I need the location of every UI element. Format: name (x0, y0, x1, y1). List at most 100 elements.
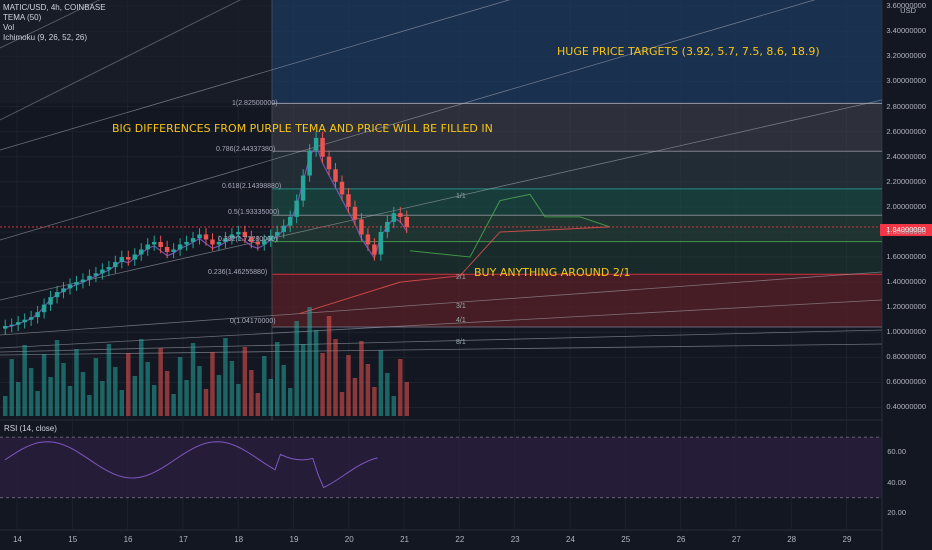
volume-bar (346, 355, 351, 416)
candle-body (151, 241, 157, 245)
gann-fan-line (0, 299, 883, 349)
volume-bar (9, 359, 14, 416)
candle-body (268, 235, 273, 241)
candle-body (242, 231, 248, 237)
volume-bar (87, 395, 92, 416)
candle-body (190, 238, 196, 242)
price-tick-label: 1.20000000 (886, 302, 926, 312)
volume-bar (158, 348, 163, 416)
volume-bar (54, 340, 60, 416)
time-tick-label: 20 (344, 535, 354, 544)
fib-zone-0618 (272, 188, 882, 216)
candle-body (262, 240, 267, 245)
volume-bar (255, 393, 261, 416)
fib-label-0382: 0.382(1.72280060) (218, 236, 278, 243)
candle-body (339, 181, 345, 195)
price-tick-label: 3.60000000 (886, 1, 926, 11)
volume-bar (22, 345, 27, 416)
candle-body (80, 279, 86, 283)
candle-body (378, 231, 384, 255)
volume-bar (398, 359, 403, 416)
volume-bar (67, 386, 73, 416)
trend-line (0, 0, 101, 49)
fib-label-05: 0.5(1.93335000) (228, 209, 280, 216)
candle-body (87, 275, 92, 280)
rsi-tick-label: 60.00 (887, 447, 906, 457)
volume-bar (171, 394, 176, 416)
differences-annotation: BIG DIFFERENCES FROM PURPLE TEMA AND PRI… (112, 122, 493, 135)
volume-bar (61, 363, 66, 416)
fib-label-1: 1(2.82500000) (232, 100, 278, 107)
candle-body (61, 288, 66, 293)
ichimoku-span-b (299, 226, 611, 314)
targets-annotation: HUGE PRICE TARGETS (3.92, 5.7, 7.5, 8.6,… (557, 45, 820, 58)
volume-bar (203, 389, 209, 416)
time-tick-label: 22 (455, 535, 465, 544)
volume-bar (326, 316, 332, 416)
volume-bar (74, 349, 79, 416)
time-tick-label: 29 (842, 535, 852, 544)
volume-bar (80, 372, 86, 416)
volume-bar (177, 357, 183, 416)
volume-bar (132, 376, 137, 416)
candle-body (145, 244, 150, 250)
candle-body (385, 221, 390, 232)
fib-label-0618: 0.618(2.14398880) (222, 183, 282, 190)
candle-body (216, 241, 222, 245)
candle-body (119, 257, 125, 263)
candle-body (48, 297, 53, 305)
candle-body (255, 241, 261, 245)
candle-body (294, 200, 299, 217)
gann-fan-line (0, 0, 511, 151)
time-tick-label: 14 (13, 535, 22, 544)
candle-body (177, 244, 183, 250)
candle-body (197, 234, 202, 239)
volume-bar (28, 368, 34, 416)
candle-body (184, 241, 189, 245)
gann-ratio-8: 8/1 (456, 339, 466, 346)
volume-label: Vol (3, 23, 15, 32)
volume-bar (145, 362, 150, 416)
volume-bar (236, 384, 241, 416)
volume-bar (404, 382, 409, 416)
fib-zone-0236 (272, 274, 882, 328)
candle-body (287, 216, 293, 226)
gann-ratio-3: 3/1 (456, 303, 466, 310)
volume-bar (294, 321, 299, 416)
volume-bar (313, 330, 319, 416)
rsi-line (4, 441, 378, 489)
price-tick-label: 2.00000000 (886, 201, 926, 211)
candle-body (93, 273, 99, 276)
gann-fan-line (0, 99, 883, 301)
currency-label: USD (900, 6, 916, 15)
candle-body (372, 244, 377, 255)
candle-body (54, 292, 60, 298)
fib-label-0786: 0.786(2.44337380) (216, 146, 276, 153)
gann-fan-line (0, 343, 883, 356)
volume-bar (333, 339, 338, 416)
price-tick-label: 0.40000000 (886, 402, 926, 412)
candle-body (28, 317, 34, 320)
candle-body (106, 267, 112, 270)
tema-label: TEMA (50) (3, 13, 42, 22)
candle-body (9, 324, 14, 326)
candle-body (352, 206, 358, 220)
candle-body (281, 225, 286, 232)
candle-body (171, 249, 176, 252)
candle-body (74, 282, 79, 285)
gann-ratio-1: 1/1 (456, 193, 466, 200)
candle-body (320, 137, 325, 157)
volume-bar (372, 387, 377, 416)
volume-bar (242, 347, 248, 416)
target-zone (272, 0, 882, 104)
volume-bar (100, 381, 105, 416)
volume-bar (268, 379, 273, 416)
left-shade (0, 0, 272, 104)
volume-bar (320, 353, 325, 416)
price-tick-label: 1.80000000 (886, 226, 926, 236)
candle-body (365, 234, 371, 245)
candle-body (126, 257, 131, 260)
candle-body (3, 325, 8, 329)
gann-fan-line (0, 0, 816, 241)
